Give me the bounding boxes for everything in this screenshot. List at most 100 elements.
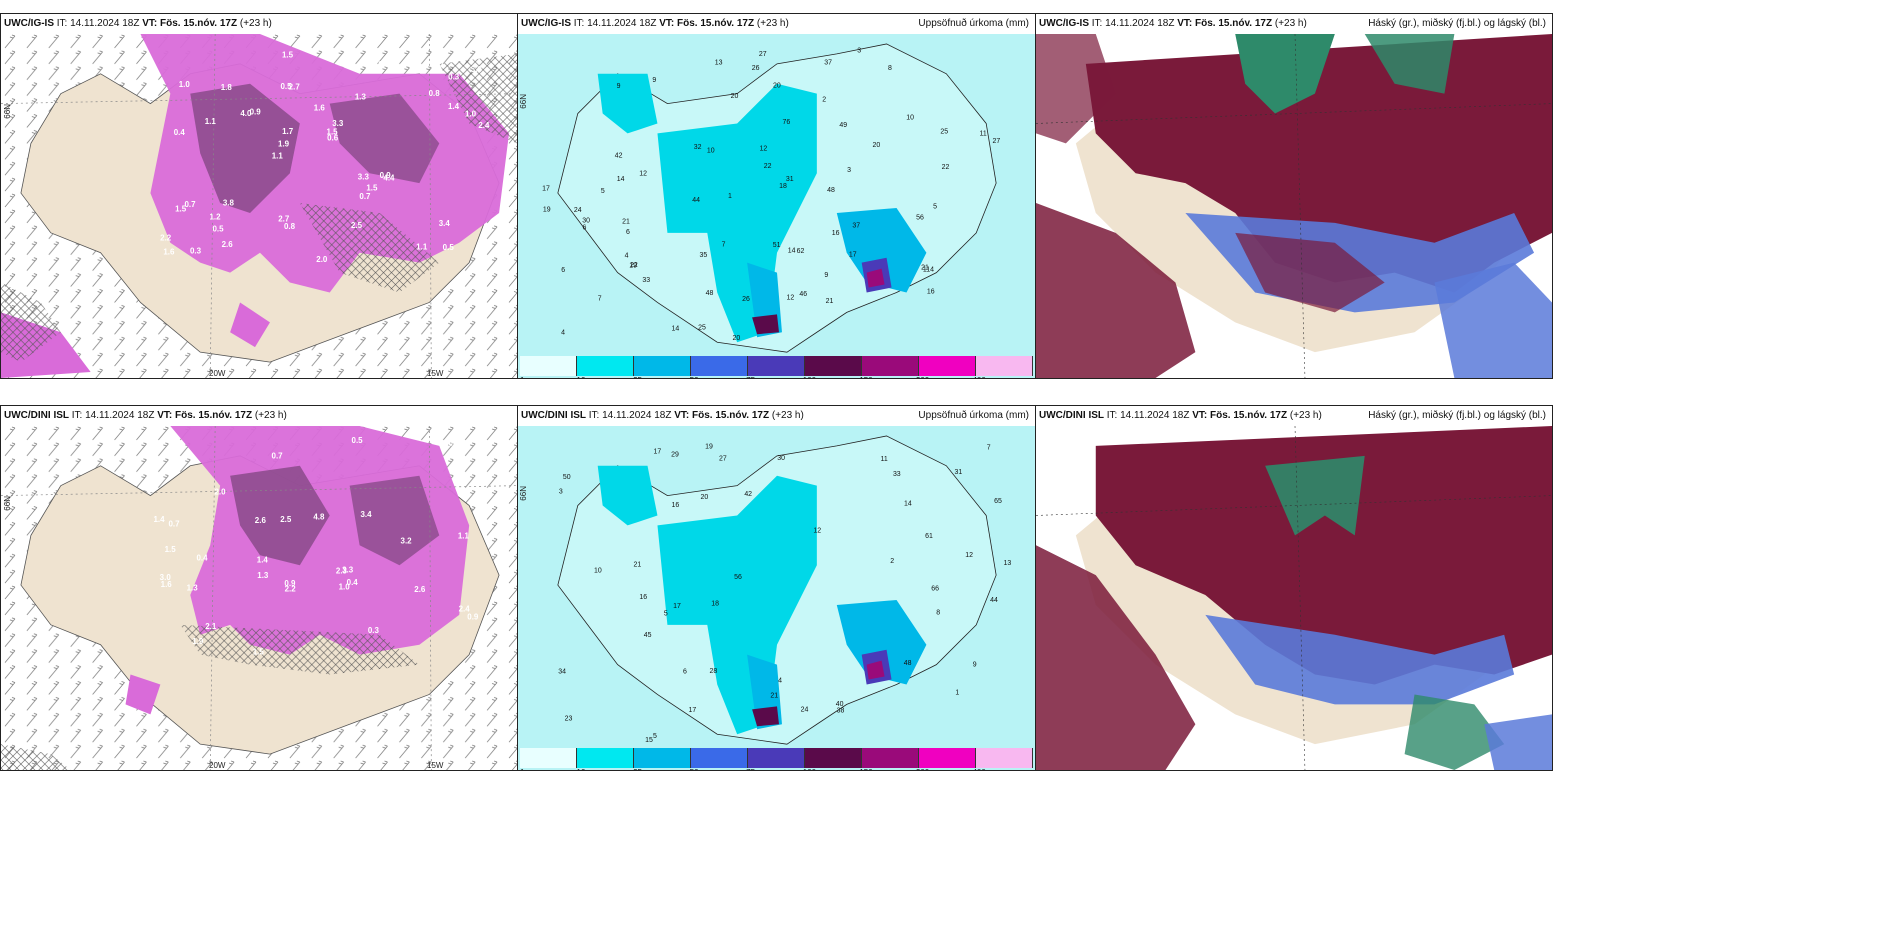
map-value-label: 19 <box>543 207 551 214</box>
map-value-label: 20 <box>873 142 881 149</box>
colorbar-segment <box>976 748 1033 768</box>
lat-label: 66N <box>519 94 528 109</box>
map-value-label: 22 <box>630 262 638 269</box>
it-label: IT: <box>1106 410 1118 421</box>
cloud-map-svg <box>1036 34 1552 378</box>
map-value-label: 38 <box>837 708 845 715</box>
panel-header: UWC/IG-IS IT: 14.11.2024 18Z VT: Fös. 15… <box>1036 14 1552 34</box>
map-value-label: 1.2 <box>209 213 221 222</box>
colorbar-tick-label: 100 <box>803 768 816 770</box>
map-value-label: 114 <box>923 267 934 274</box>
map-value-label: 8 <box>936 610 940 617</box>
map-value-label: 48 <box>904 660 912 667</box>
map-value-label: 0.9 <box>284 579 296 588</box>
colorbar-tick-label: 150 <box>859 768 872 770</box>
map-value-label: 21 <box>826 298 834 305</box>
map-value-label: 21 <box>622 218 630 225</box>
vt-label: VT: <box>1192 410 1208 421</box>
map-value-label: 3.0 <box>160 573 172 582</box>
map-value-label: 2 <box>822 96 826 103</box>
colorbar-tick-label: 50 <box>690 768 699 770</box>
lat-label: 66N <box>519 486 528 501</box>
it-value: 14.11.2024 18Z <box>85 410 155 421</box>
map-value-label: 7 <box>598 295 602 302</box>
map-value-label: 3.3 <box>342 566 354 575</box>
precip-map-svg: 8115131521242923121617202830455034313817… <box>518 426 1035 770</box>
map-value-label: 1.5 <box>175 204 187 213</box>
map-value-label: 4.7 <box>160 435 172 444</box>
vt-value: Fös. 15.nóv. 17Z <box>677 18 755 29</box>
map-value-label: 0.7 <box>184 200 196 209</box>
map-value-label: 0.9 <box>250 108 262 117</box>
colorbar-segment <box>862 356 919 376</box>
map-value-label: 42 <box>615 152 623 159</box>
model-name: UWC/IG-IS <box>1039 18 1089 29</box>
model-name: UWC/IG-IS <box>521 18 571 29</box>
map-value-label: 7 <box>987 445 991 452</box>
it-value: 14.11.2024 18Z <box>1120 410 1190 421</box>
map-value-label: 27 <box>992 138 1000 145</box>
map-value-label: 0.7 <box>272 452 284 461</box>
map-value-label: 3.0 <box>471 65 483 74</box>
colorbar-segment <box>520 748 577 768</box>
wind-map-svg: 0.50.40.31.11.30.30.51.60.70.92.20.52.73… <box>1 34 517 378</box>
map-value-label: 32 <box>694 144 702 151</box>
colorbar-tick-label: 400 <box>972 768 985 770</box>
lead-time: (+23 h) <box>756 18 789 29</box>
map-value-label: 0.3 <box>448 72 460 81</box>
map-value-label: 4.0 <box>240 109 252 118</box>
lead-time: (+23 h) <box>239 18 272 29</box>
map-value-label: 1.6 <box>314 103 326 112</box>
value-labels: 8115131521242923121617202830455034313817… <box>558 444 1011 744</box>
map-value-label: 22 <box>764 163 772 170</box>
map-value-label: 0.5 <box>212 224 224 233</box>
map-value-label: 2 <box>890 558 894 565</box>
lon-label-15w: 15W <box>427 761 444 770</box>
colorbar-ticks: 1 10 25 50 75 100 150 200 400 <box>520 376 1031 378</box>
precip-colorbar: 1 10 25 50 75 100 150 200 400 <box>520 356 1033 378</box>
map-value-label: 1.4 <box>154 515 166 524</box>
it-label: IT: <box>71 410 83 421</box>
map-value-label: 12 <box>639 170 647 177</box>
map-value-label: 13 <box>1004 560 1012 567</box>
map-value-label: 12 <box>787 295 795 302</box>
wind-map-svg: 0.4 0.7 0.3 1.0 1.4 2.5 3.2 3.3 2.6 4.8 2.1 1.4 1.3 0… <box>1 426 517 770</box>
panel-header: UWC/IG-IS IT: 14.11.2024 18Z VT: Fös. 15… <box>518 14 1035 34</box>
map-value-label: 25 <box>698 325 706 332</box>
map-value-label: 27 <box>759 51 767 58</box>
map-value-label: 49 <box>839 122 847 129</box>
colorbar-tick-label: 100 <box>803 376 816 378</box>
map-value-label: 15 <box>645 737 653 744</box>
map-value-label: 1.9 <box>278 139 290 148</box>
map-value-label: 0.7 <box>359 192 371 201</box>
map-value-label: 42 <box>744 491 752 498</box>
map-value-label: 37 <box>824 60 832 67</box>
colorbar-tick-label: 200 <box>916 768 929 770</box>
map-value-label: 20 <box>732 335 740 342</box>
map-value-label: 29 <box>671 452 679 459</box>
map-value-label: 16 <box>672 502 680 509</box>
map-value-label: 50 <box>563 474 571 481</box>
map-value-label: 1 <box>955 690 959 697</box>
map-value-label: 61 <box>925 533 933 540</box>
map-value-label: 26 <box>752 65 760 72</box>
vt-label: VT: <box>142 18 158 29</box>
colorbar-segment <box>976 356 1033 376</box>
map-value-label: 1.3 <box>355 92 367 101</box>
map-value-label: 0.8 <box>429 89 441 98</box>
map-value-label: 18 <box>779 183 787 190</box>
map-value-label: 16 <box>639 594 647 601</box>
map-value-label: 20 <box>773 83 781 90</box>
map-value-label: 0.4 <box>196 553 208 562</box>
map-value-label: 1.1 <box>458 531 470 540</box>
map-value-label: 3.3 <box>332 119 344 128</box>
map-value-label: 16 <box>927 288 935 295</box>
map-value-label: 30 <box>777 455 785 462</box>
map-value-label: 2.0 <box>316 255 328 264</box>
map-value-label: 14 <box>672 325 680 332</box>
map-value-label: 25 <box>940 129 948 136</box>
lon-label-20w: 20W <box>209 761 226 770</box>
colorbar-segment <box>577 356 634 376</box>
map-value-label: 2.3 <box>336 567 348 576</box>
map-value-label: 56 <box>916 215 924 222</box>
